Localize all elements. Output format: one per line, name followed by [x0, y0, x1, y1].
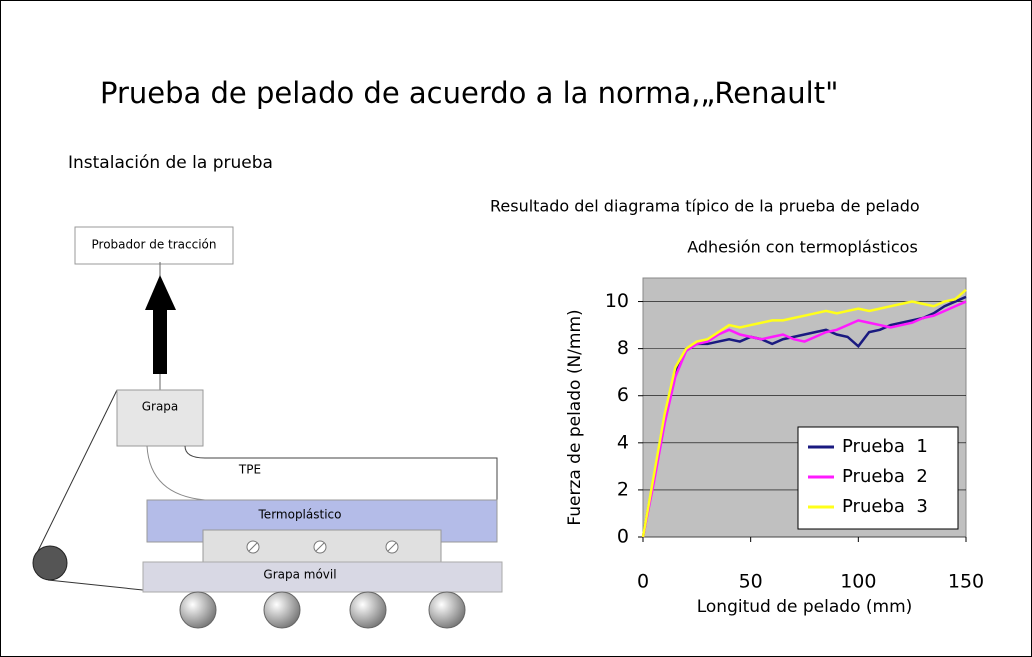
y-tick-label: 4 — [617, 431, 629, 453]
x-tick-label: 150 — [948, 571, 984, 593]
legend-label: Prueba 3 — [842, 496, 928, 517]
x-axis-label: Longitud de pelado (mm) — [697, 597, 913, 617]
x-tick-label: 100 — [840, 571, 876, 593]
pulley — [33, 546, 67, 580]
clamp — [117, 390, 203, 446]
clamp-label: Grapa — [142, 400, 179, 414]
tester-label: Probador de tracción — [92, 238, 217, 252]
y-axis-label: Fuerza de pelado (N/mm) — [565, 309, 585, 525]
subtitle: Instalación de la prueba — [68, 153, 273, 173]
arrow-shaft — [153, 308, 167, 374]
slide: Prueba de pelado de acuerdo a la norma,„… — [0, 0, 1032, 657]
y-tick-label: 2 — [617, 478, 629, 500]
x-tick-label: 50 — [739, 571, 763, 593]
x-tick-label: 0 — [637, 571, 649, 593]
y-tick-label: 8 — [617, 337, 629, 359]
title: Prueba de pelado de acuerdo a la norma,„… — [100, 76, 838, 110]
legend-label: Prueba 2 — [842, 466, 928, 487]
y-tick-label: 0 — [617, 526, 629, 548]
result-heading: Resultado del diagrama típico de la prue… — [490, 197, 920, 216]
chart-title: Adhesión con termoplásticos — [687, 238, 918, 257]
thermoplastic-label: Termoplástico — [258, 508, 342, 522]
moving-clamp-label: Grapa móvil — [263, 568, 336, 582]
legend-label: Prueba 1 — [842, 436, 928, 457]
tpe-label: TPE — [238, 463, 261, 477]
y-tick-label: 10 — [605, 290, 629, 312]
y-tick-label: 6 — [617, 384, 629, 406]
